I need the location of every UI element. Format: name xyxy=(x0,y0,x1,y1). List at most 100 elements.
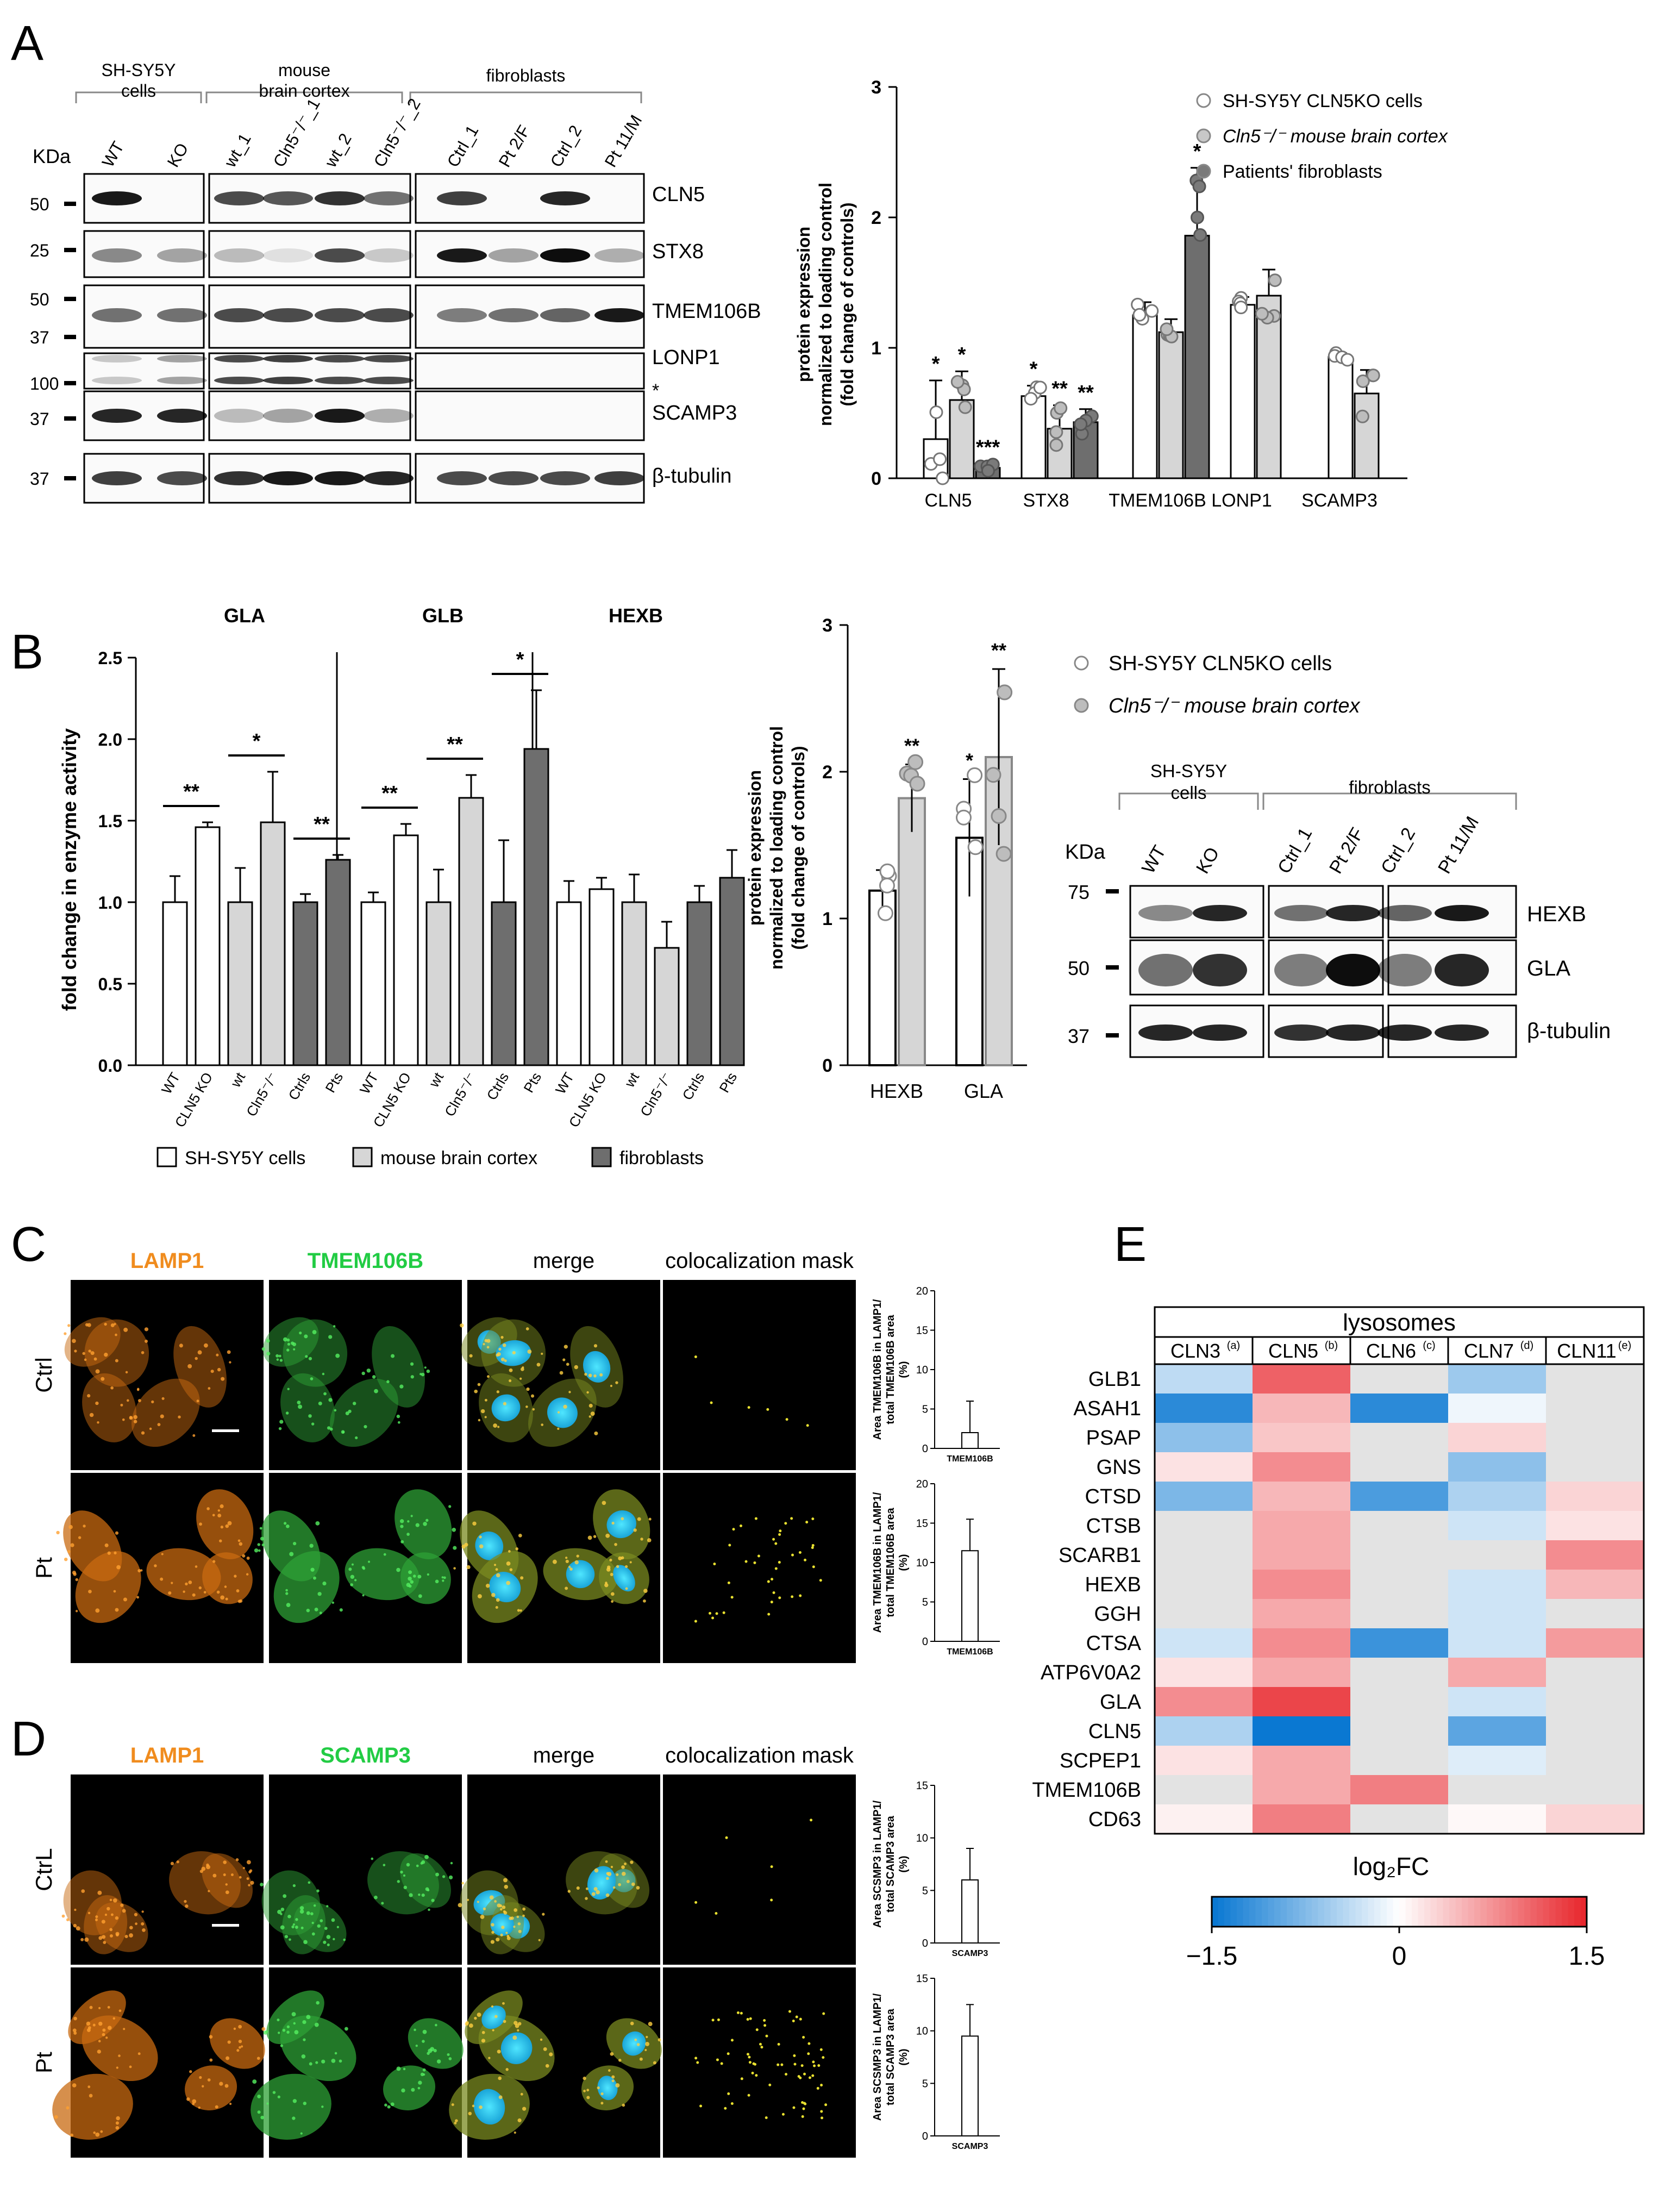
heatmap-cell-r12-c0 xyxy=(1155,1716,1253,1746)
chart-a-point-s0-c3-3 xyxy=(1234,301,1248,315)
panelC-cell-r1-c0-3 xyxy=(202,1552,253,1604)
heatmap-cell-r13-c4 xyxy=(1546,1746,1644,1775)
panelD-dot-r0-c2-9 xyxy=(522,1914,525,1917)
chart-b-section-1: GLB xyxy=(422,604,464,627)
lane-label-a-1: KO xyxy=(164,140,192,170)
panelC-col-0: LAMP1 xyxy=(130,1249,204,1273)
panelC-dot-r0-c2-37 xyxy=(562,1358,566,1361)
panelD-dot-r1-c0-49 xyxy=(73,2031,77,2035)
panelD-dot-r0-c0-3 xyxy=(185,1904,189,1908)
heatmap-cell-r8-c4 xyxy=(1546,1599,1644,1628)
panelD-dot-r1-c0-33 xyxy=(123,2028,126,2030)
chart-b2-xticklabel-1: GLA xyxy=(964,1080,1003,1102)
panelD-dot-r0-c1-59 xyxy=(324,1927,328,1930)
panelD-mask-dot-r0-2 xyxy=(715,1911,718,1915)
panelD-dot-r0-c1-50 xyxy=(277,1909,282,1914)
panelD-dot-r1-c1-8 xyxy=(280,2044,283,2047)
panelD-dot-r0-c2-33 xyxy=(576,1886,580,1890)
panelD-dot-r1-c2-9 xyxy=(491,2005,494,2008)
panelC-dot-r0-c1-15 xyxy=(293,1348,296,1351)
heatmap-cell-r4-c3 xyxy=(1448,1482,1546,1511)
panelD-dot-r1-c1-56 xyxy=(428,2048,433,2053)
panelD-mask-dot-r1-46 xyxy=(768,2083,772,2086)
panelD-dot-r0-c2-57 xyxy=(605,1860,608,1863)
chart-b-xtick-g2-c2: wt xyxy=(621,1069,643,1090)
panelD-mask-dot-r1-60 xyxy=(780,2063,784,2066)
panelC-dot-r1-c0-53 xyxy=(236,1589,240,1592)
panelC-dot-r1-c2-25 xyxy=(518,1533,522,1538)
heatmap-col-0: CLN3 xyxy=(1170,1340,1220,1362)
panelD-mask-dot-r1-51 xyxy=(755,2028,759,2032)
panelC-dot-r1-c0-37 xyxy=(203,1591,206,1594)
panelD-dot-r0-c1-39 xyxy=(303,1940,308,1945)
band-a-r3-l1-0 xyxy=(157,355,207,363)
panelD-dot-r1-c0-55 xyxy=(95,2132,100,2137)
band-b-r2-l5 xyxy=(1435,1024,1489,1041)
panelC-dot-r1-c1-55 xyxy=(260,1536,264,1541)
panelD-dot-r1-c1-48 xyxy=(303,2038,306,2041)
chart-b2-point-s1-c1-3 xyxy=(997,684,1013,701)
panelC-dot-r0-c0-54 xyxy=(104,1352,108,1357)
panelC-dot-r1-c0-20 xyxy=(104,1543,109,1547)
chart-b2-point-s0-c1-1 xyxy=(967,767,983,783)
panelC-mask-dot-r1-3 xyxy=(778,1533,781,1536)
panelD-dot-r1-c0-35 xyxy=(100,2130,103,2133)
panelD-dot-r0-c0-25 xyxy=(120,1903,124,1907)
colorbar-segment-25 xyxy=(1368,1897,1375,1927)
protein-label-b-0: HEXB xyxy=(1527,902,1586,926)
panelC-dot-r0-c2-57 xyxy=(615,1381,618,1384)
panelD-dot-r1-c1-54 xyxy=(265,2030,268,2033)
panelD-dot-r1-c1-36 xyxy=(414,2028,416,2032)
chart-b-legend-1: mouse brain cortex xyxy=(380,1148,537,1169)
panelD-dot-r1-c1-5 xyxy=(257,2095,261,2098)
panelC-dot-r0-c0-0 xyxy=(64,1332,67,1335)
panelC-dot-r0-c1-55 xyxy=(304,1334,308,1339)
panelD-cell-r0-c1-3 xyxy=(367,1851,439,1915)
panelD-mini-yticklabel-0-3: 15 xyxy=(916,1780,928,1792)
panelC-dot-r0-c1-20 xyxy=(266,1339,270,1343)
panelC-dot-r1-c0-4 xyxy=(123,1597,127,1602)
heatmap-cell-r11-c4 xyxy=(1546,1687,1644,1716)
panelD-dot-r1-c1-14 xyxy=(306,2015,311,2020)
panelD-dot-r0-c2-22 xyxy=(636,1886,640,1890)
heatmap-row-2: PSAP xyxy=(1086,1427,1141,1449)
colorbar-segment-48 xyxy=(1512,1897,1519,1927)
heatmap-row-11: GLA xyxy=(1100,1691,1142,1714)
panelC-dot-r0-c1-25 xyxy=(278,1354,281,1358)
chart-b-bar-g2-c3 xyxy=(654,947,680,1066)
colorbar-segment-40 xyxy=(1462,1897,1469,1927)
panelC-dot-r0-c2-7 xyxy=(593,1344,598,1348)
panelD-dot-r1-c2-37 xyxy=(611,2075,615,2079)
panelC-mini-yticklabel-1-3: 15 xyxy=(916,1518,928,1530)
panelD-dot-r0-c1-51 xyxy=(331,1918,335,1922)
panelC-mask-dot-r1-19 xyxy=(715,1612,718,1615)
panelD-dot-r1-c0-58 xyxy=(118,2054,121,2057)
panelD-dot-r1-c1-23 xyxy=(301,2054,306,2059)
panelD-dot-r0-c2-48 xyxy=(591,1892,596,1896)
panelC-dot-r1-c1-53 xyxy=(408,1576,412,1581)
panelC-dot-r1-c1-16 xyxy=(407,1520,410,1523)
marker-tick-a-1 xyxy=(64,248,76,252)
panelD-dot-r0-c1-41 xyxy=(326,1935,331,1939)
panelD-dot-r1-c1-59 xyxy=(316,2001,320,2005)
panelC-dot-r1-c2-54 xyxy=(495,1568,498,1571)
panelD-mini-yticklabel-0-2: 10 xyxy=(916,1833,928,1845)
panelC-dot-r0-c2-8 xyxy=(563,1404,567,1409)
group-bracket-b-0 xyxy=(1118,792,1259,810)
panelC-dot-r0-c2-27 xyxy=(588,1373,592,1378)
panelD-dot-r0-c0-54 xyxy=(84,1937,89,1942)
panelD-mask-dot-r0-1 xyxy=(725,1836,728,1839)
panelC-cell-r1-c1-3 xyxy=(400,1552,451,1604)
lane-label-b-2: Ctrl_1 xyxy=(1274,824,1316,877)
panelC-dot-r1-c2-15 xyxy=(472,1521,477,1526)
group-bracket-b-1 xyxy=(1262,792,1517,810)
colorbar-segment-31 xyxy=(1405,1897,1412,1927)
panelC-dot-r1-c0-57 xyxy=(192,1593,196,1597)
panelD-dot-r0-c0-31 xyxy=(109,1934,113,1938)
panelC-dot-r1-c1-4 xyxy=(286,1603,291,1608)
protein-label-a-5: β-tubulin xyxy=(652,465,732,488)
panelD-cell-r1-c0-4 xyxy=(68,1990,126,2045)
band-b-r2-l2 xyxy=(1274,1024,1329,1041)
